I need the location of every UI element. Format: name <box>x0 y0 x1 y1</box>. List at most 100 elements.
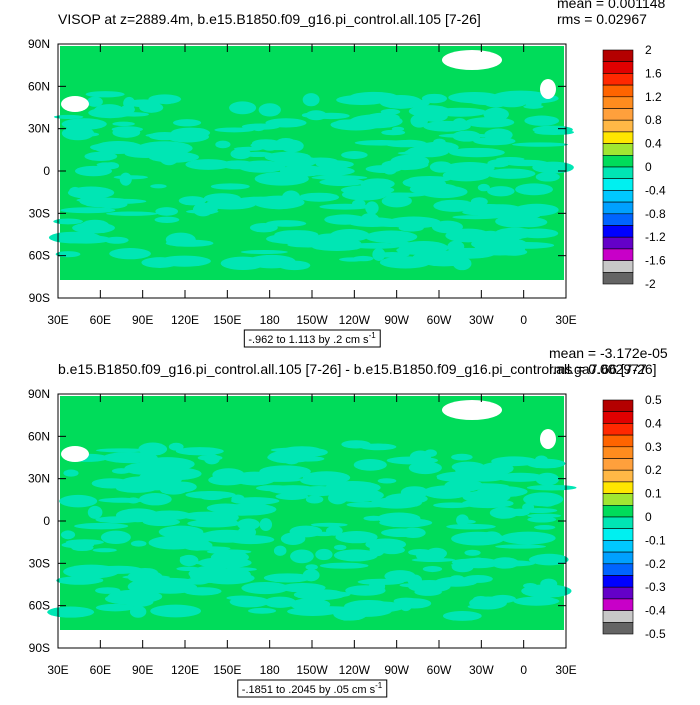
anomaly-patch <box>500 531 556 545</box>
lon-label: 30E <box>47 663 68 677</box>
anomaly-patch <box>422 565 443 573</box>
anomaly-patch <box>189 546 231 551</box>
lat-label: 60N <box>28 429 50 443</box>
anomaly-patch <box>523 492 564 507</box>
lon-label: 120W <box>339 313 371 327</box>
anomaly-patch <box>495 215 537 228</box>
anomaly-patch <box>341 151 368 159</box>
lat-label: 30S <box>29 556 50 570</box>
anomaly-patch <box>248 607 277 614</box>
anomaly-patch <box>377 478 397 484</box>
anomaly-patch <box>69 186 82 197</box>
anomaly-patch <box>212 468 245 482</box>
colorbar-box <box>602 225 634 238</box>
anomaly-patch <box>346 501 388 508</box>
anomaly-patch <box>491 456 538 467</box>
stat: rms = 0.02967 <box>557 11 647 27</box>
lat-label: 90N <box>28 37 50 51</box>
anomaly-patch <box>290 549 314 564</box>
stat: mean = 0.001148 <box>557 0 666 11</box>
colorbar-box <box>602 271 634 285</box>
lat-label: 60S <box>29 599 50 613</box>
anomaly-patch <box>200 529 254 543</box>
colorbar-label: -0.5 <box>645 627 666 641</box>
lon-label: 90W <box>384 313 409 327</box>
anomaly-patch <box>543 586 558 597</box>
anomaly-patch <box>87 505 103 519</box>
range-box <box>243 329 381 348</box>
anomaly-patch <box>95 603 135 612</box>
lon-label: 120E <box>171 313 199 327</box>
colorbar-label: 0.4 <box>645 137 662 151</box>
anomaly-patch <box>130 540 147 547</box>
anomaly-patch <box>335 531 378 544</box>
anomaly-patch <box>514 203 559 217</box>
anomaly-patch <box>352 199 366 208</box>
anomaly-patch <box>291 456 325 462</box>
anomaly-patch <box>515 183 554 196</box>
lon-label: 0 <box>520 313 527 327</box>
anomaly-patch <box>98 497 147 503</box>
lat-label: 30N <box>28 472 50 486</box>
anomaly-patch <box>150 604 201 618</box>
anomaly-patch <box>264 151 311 163</box>
anomaly-patch <box>512 142 568 147</box>
anomaly-patch <box>424 449 437 457</box>
anomaly-patch <box>325 525 343 536</box>
anomaly-patch <box>485 168 536 179</box>
anomaly-patch <box>109 480 138 488</box>
anomaly-patch <box>423 120 471 132</box>
anomaly-patch <box>85 201 117 208</box>
colorbar-box <box>602 458 634 471</box>
anomaly-patch <box>487 159 510 168</box>
anomaly-patch <box>408 548 432 556</box>
colorbar-box <box>602 201 634 215</box>
anomaly-patch <box>529 553 569 566</box>
lat-label: 0 <box>43 514 50 528</box>
anomaly-patch <box>109 248 151 260</box>
anomaly-patch <box>47 606 95 618</box>
anomaly-patch <box>138 442 168 456</box>
anomaly-patch <box>243 151 273 158</box>
anomaly-patch <box>523 94 542 108</box>
anomaly-patch <box>276 137 296 146</box>
anomaly-patch <box>391 126 405 132</box>
lat-label: 60S <box>29 249 50 263</box>
anomaly-patch <box>370 219 419 228</box>
anomaly-patch <box>533 525 556 530</box>
lat-label: 90N <box>28 387 50 401</box>
anomaly-patch <box>400 602 426 608</box>
anomaly-patch <box>477 183 490 192</box>
anomaly-patch <box>381 528 421 538</box>
colorbar-label: 0.2 <box>645 463 662 477</box>
anomaly-patch <box>365 201 379 215</box>
colorbar-box <box>602 423 634 436</box>
colorbar-box <box>602 131 634 144</box>
stat: rms = 0.002977 <box>549 361 647 377</box>
colorbar-box <box>602 598 634 611</box>
anomaly-patch <box>305 495 324 504</box>
lat-label: 30N <box>28 122 50 136</box>
anomaly-patch <box>414 588 442 596</box>
anomaly-patch <box>328 491 348 505</box>
colorbar-box <box>602 610 634 623</box>
anomaly-patch <box>527 516 557 523</box>
colorbar-box <box>602 119 634 133</box>
anomaly-patch <box>350 242 403 249</box>
lon-label: 150E <box>213 313 241 327</box>
anomaly-patch <box>452 215 500 220</box>
anomaly-patch <box>60 235 112 244</box>
anomaly-patch <box>193 560 240 566</box>
anomaly-patch <box>185 159 232 170</box>
anomaly-patch <box>182 511 233 521</box>
anomaly-patch <box>60 207 116 214</box>
colorbar-box <box>602 178 634 191</box>
anomaly-patch <box>226 595 258 601</box>
anomaly-patch <box>315 160 354 169</box>
anomaly-patch <box>179 554 199 567</box>
anomaly-patch <box>384 570 416 583</box>
anomaly-patch <box>61 126 95 141</box>
anomaly-patch <box>298 192 340 202</box>
anomaly-patch <box>223 503 277 516</box>
colorbar-label: -0.8 <box>645 207 666 221</box>
